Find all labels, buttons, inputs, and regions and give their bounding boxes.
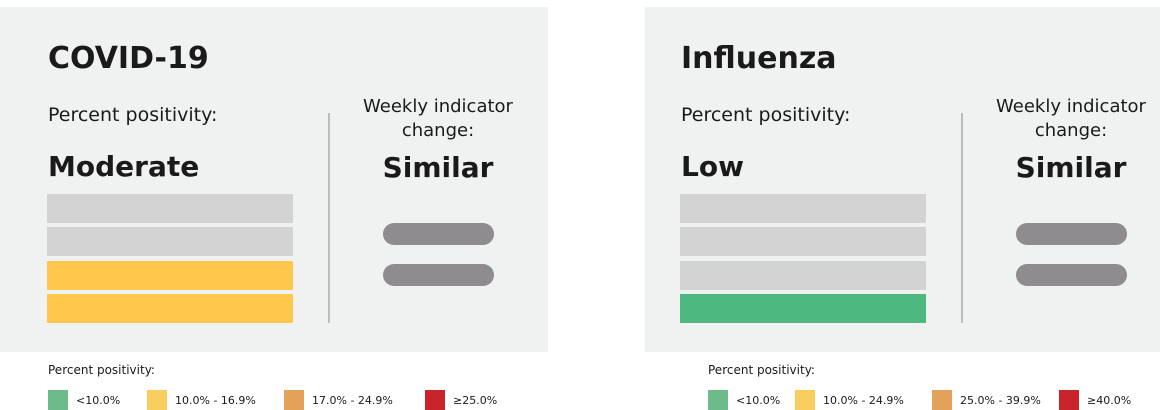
meter-bar — [47, 194, 293, 223]
card-title: Influenza — [681, 41, 837, 76]
legend-swatch — [48, 390, 68, 410]
card-title: COVID-19 — [48, 41, 209, 76]
divider — [961, 113, 963, 323]
legend-swatch — [1059, 390, 1079, 410]
card: COVID-19 Percent positivity: Moderate We… — [0, 7, 548, 352]
meter-bar — [47, 294, 293, 323]
change-label: Weekly indicator change: — [363, 96, 513, 141]
level: Low — [681, 150, 744, 183]
legend-item: 25.0% - 39.9% — [932, 390, 1041, 410]
legend-item: 17.0% - 24.9% — [284, 390, 393, 410]
similar-pill — [383, 264, 494, 286]
similar-pill — [1016, 264, 1127, 286]
meter-bar — [47, 227, 293, 256]
legend-item: 10.0% - 16.9% — [147, 390, 256, 410]
legend-swatch — [147, 390, 167, 410]
legend-swatch — [284, 390, 304, 410]
legend-item: 10.0% - 24.9% — [795, 390, 904, 410]
meter-bar — [680, 261, 926, 290]
legend-label: ≥25.0% — [453, 393, 498, 407]
legend-label: 17.0% - 24.9% — [312, 393, 393, 407]
legend-label: <10.0% — [76, 393, 121, 407]
legend-label: ≥40.0% — [1087, 393, 1132, 407]
subtitle: Percent positivity: — [681, 104, 851, 126]
legend-item: <10.0% — [708, 390, 780, 410]
legend-label: 25.0% - 39.9% — [960, 393, 1041, 407]
legend-item: <10.0% — [48, 390, 120, 410]
change-value: Similar — [1015, 151, 1127, 184]
legend-label: <10.0% — [736, 393, 781, 407]
legend-swatch — [795, 390, 815, 410]
divider — [328, 113, 330, 323]
legend-swatch — [932, 390, 952, 410]
meter-bar — [680, 294, 926, 323]
meter-bar — [680, 194, 926, 223]
meter-bar — [680, 227, 926, 256]
similar-pill — [1016, 223, 1127, 245]
legend-swatch — [425, 390, 445, 410]
similar-pill — [383, 223, 494, 245]
legend-label: 10.0% - 24.9% — [823, 393, 904, 407]
level: Moderate — [48, 150, 200, 183]
legend-label: 10.0% - 16.9% — [175, 393, 256, 407]
change-value: Similar — [382, 151, 494, 184]
subtitle: Percent positivity: — [48, 104, 218, 126]
change-label: Weekly indicator change: — [996, 96, 1146, 141]
legend-swatch — [708, 390, 728, 410]
legend-item: ≥40.0% — [1059, 390, 1131, 410]
meter-bar — [47, 261, 293, 290]
legend-title: Percent positivity: — [48, 363, 155, 377]
card: Influenza Percent positivity: Low Weekly… — [645, 7, 1160, 352]
legend-item: ≥25.0% — [425, 390, 497, 410]
legend-title: Percent positivity: — [708, 363, 815, 377]
